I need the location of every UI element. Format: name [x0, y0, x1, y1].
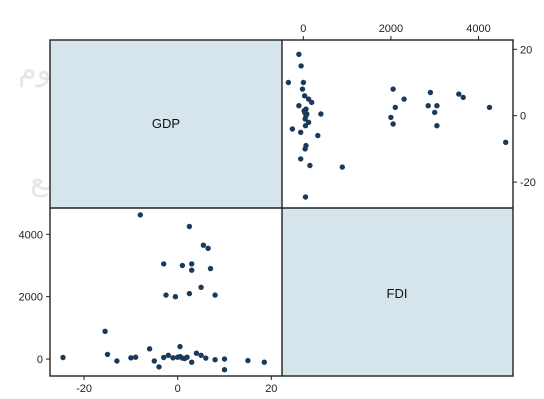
data-point — [302, 194, 309, 200]
data-point — [184, 354, 190, 360]
data-point — [212, 292, 218, 298]
data-point — [177, 343, 183, 350]
gdp-right-tick-label: 0 — [520, 111, 526, 123]
data-point — [298, 156, 304, 162]
data-point — [432, 109, 438, 116]
data-point — [186, 290, 193, 297]
gdp-right-tick-label: 20 — [520, 44, 532, 56]
gdp-right-tick-label: -20 — [520, 177, 536, 189]
data-point — [170, 355, 176, 361]
data-point — [427, 89, 434, 96]
data-point — [198, 284, 204, 290]
data-point — [156, 364, 162, 370]
data-point — [299, 86, 306, 92]
data-point — [189, 261, 195, 267]
data-point — [303, 106, 309, 112]
data-point — [390, 121, 396, 127]
data-point — [390, 86, 396, 92]
fdi-label: FDI — [387, 286, 408, 301]
data-point — [193, 350, 200, 356]
data-point — [186, 223, 193, 230]
data-point — [392, 104, 398, 111]
data-point — [301, 93, 308, 99]
data-point — [401, 96, 407, 102]
data-point — [296, 103, 302, 109]
data-point — [460, 94, 466, 101]
data-point — [289, 126, 296, 132]
fdi-top-tick-label: 4000 — [466, 23, 490, 35]
data-point — [146, 346, 153, 352]
data-point — [132, 354, 139, 360]
data-point — [200, 242, 207, 248]
data-point — [456, 91, 462, 97]
data-point — [165, 352, 171, 358]
gdp-bottom-tick-label: 0 — [175, 383, 181, 395]
data-point — [114, 358, 120, 364]
data-point — [388, 114, 394, 121]
data-point — [434, 103, 440, 109]
fdi-left-tick-label: 4000 — [19, 229, 43, 241]
data-point — [198, 352, 204, 358]
data-point — [102, 328, 108, 334]
data-point — [104, 351, 111, 358]
data-point — [128, 355, 134, 361]
fdi-top-tick-label: 2000 — [379, 23, 403, 35]
data-point — [303, 142, 309, 149]
data-point — [212, 357, 218, 363]
data-point — [298, 129, 304, 135]
data-point — [137, 212, 143, 218]
gdp-bottom-tick-label: 20 — [265, 383, 277, 395]
data-point — [285, 79, 292, 86]
data-point — [60, 354, 66, 361]
data-point — [298, 63, 304, 69]
data-point — [172, 294, 179, 300]
data-point — [315, 132, 321, 139]
data-point — [161, 354, 167, 361]
axis-ticks: 0 2000 4000 -20 0 20 -20 0 20 0 2000 4000 — [19, 23, 536, 395]
data-point — [189, 359, 195, 365]
data-point — [305, 119, 312, 126]
fdi-label-cell — [282, 208, 513, 376]
data-point — [339, 164, 345, 170]
data-point — [203, 355, 209, 361]
data-point — [261, 359, 267, 365]
data-point — [307, 162, 313, 169]
gdp-label: GDP — [152, 116, 180, 131]
fdi-left-tick-label: 2000 — [19, 292, 43, 304]
data-point — [189, 267, 195, 273]
data-point — [305, 96, 312, 102]
data-point — [151, 358, 157, 364]
plot-fdi-vs-gdp — [285, 51, 509, 200]
data-point — [205, 245, 211, 251]
data-point — [221, 356, 228, 362]
data-point — [296, 51, 302, 57]
data-point — [179, 262, 186, 269]
data-point — [486, 104, 493, 111]
data-point — [207, 265, 214, 272]
data-point — [221, 367, 228, 373]
data-point — [245, 357, 251, 364]
data-point — [434, 123, 440, 129]
plot-gdp-vs-fdi — [60, 212, 267, 373]
data-point — [318, 111, 324, 117]
fdi-left-tick-label: 0 — [37, 354, 43, 366]
data-point — [300, 79, 307, 86]
data-point — [161, 261, 167, 267]
gdp-label-cell — [50, 40, 282, 208]
gdp-bottom-tick-label: -20 — [76, 383, 92, 395]
data-point — [425, 103, 431, 109]
data-point — [503, 139, 509, 145]
data-point — [163, 292, 169, 298]
fdi-top-tick-label: 0 — [300, 23, 306, 35]
